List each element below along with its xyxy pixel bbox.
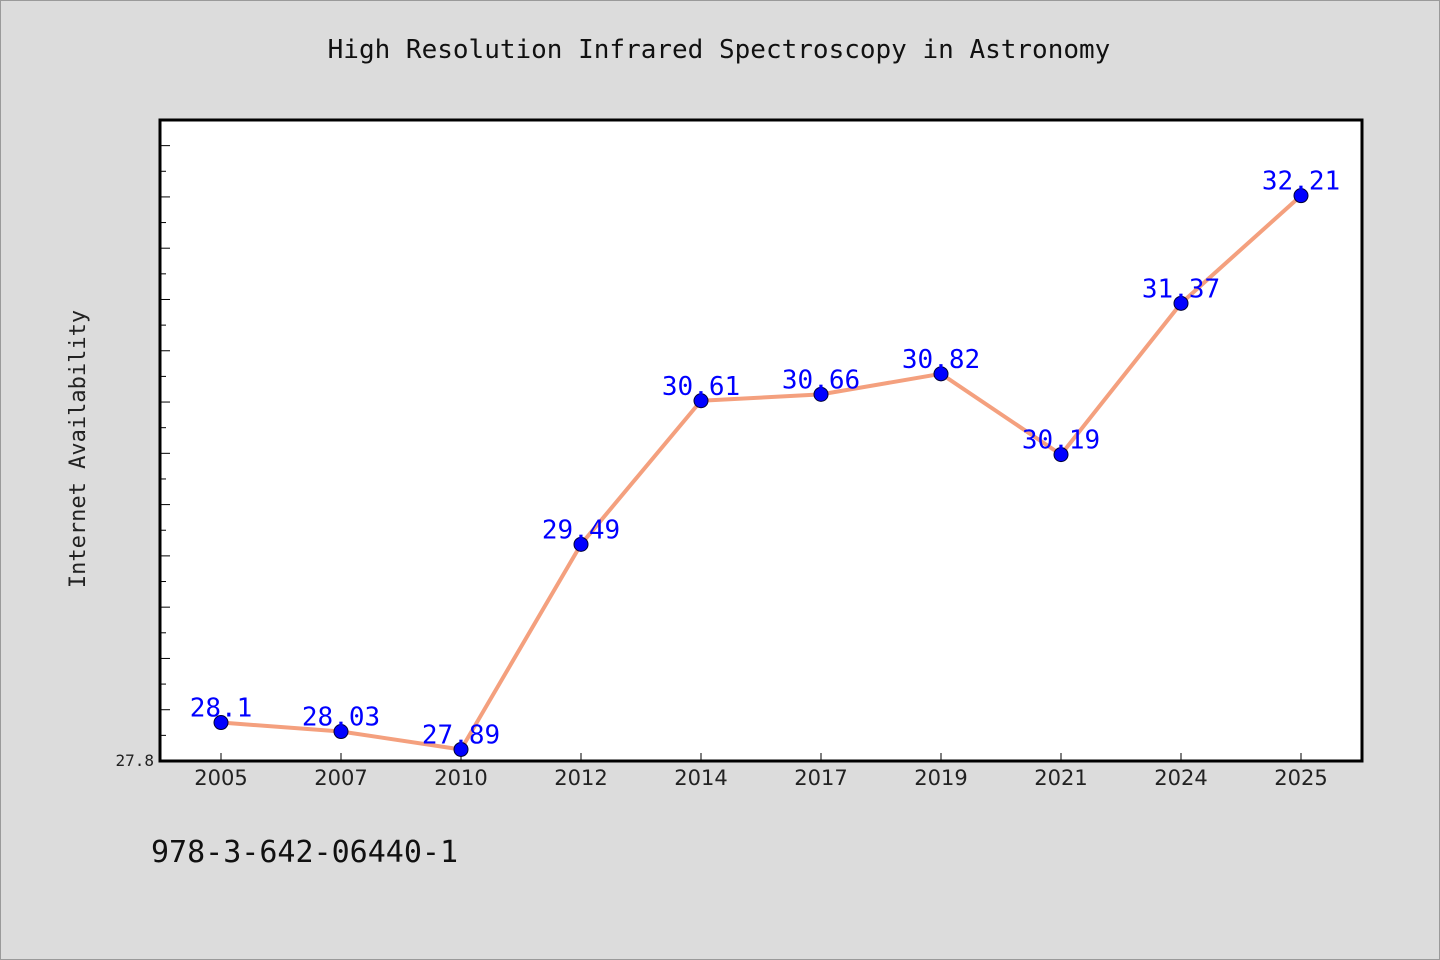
data-label: 28.1 [190, 694, 253, 724]
data-label: 28.03 [302, 703, 380, 733]
data-point [333, 724, 349, 740]
data-point [693, 393, 709, 409]
data-point [933, 366, 949, 382]
y-axis-ticks [160, 119, 170, 762]
data-markers [213, 188, 1309, 757]
data-label: 31.37 [1142, 274, 1220, 304]
series-line [219, 193, 1303, 752]
x-tick-label: 2010 [434, 766, 487, 790]
chart-title: High Resolution Infrared Spectroscopy in… [327, 35, 1111, 65]
data-label: 30.66 [782, 365, 860, 395]
x-tick-label: 2025 [1274, 766, 1327, 790]
data-point [813, 386, 829, 402]
x-tick-label: 2014 [674, 766, 727, 790]
x-axis-ticks [220, 753, 1302, 761]
x-tick-label: 2017 [794, 766, 847, 790]
series-lines [219, 193, 1303, 752]
x-tick-label: 2024 [1154, 766, 1207, 790]
y-axis-label: Internet Availability [66, 310, 91, 588]
data-label: 30.82 [902, 345, 980, 375]
data-label: 29.49 [542, 515, 620, 545]
data-label: 32.21 [1262, 167, 1340, 197]
data-point [1053, 447, 1069, 463]
data-point [1173, 295, 1189, 311]
plot-area [158, 118, 1364, 763]
data-point [573, 536, 589, 552]
y-tick-label: 27.8 [115, 751, 154, 770]
y-axis-tick-labels: 27.8 [115, 751, 154, 770]
x-tick-label: 2012 [554, 766, 607, 790]
data-label: 27.89 [422, 720, 500, 750]
data-point [453, 741, 469, 757]
data-point [1293, 188, 1309, 204]
data-label: 30.61 [662, 372, 740, 402]
x-tick-label: 2007 [314, 766, 367, 790]
data-labels: 28.1 28.03 27.89 29.49 30.61 30.66 30.82 30.19 3… [190, 167, 1340, 751]
footer-note: 978-3-642-06440-1 [151, 835, 459, 870]
data-label: 30.19 [1022, 426, 1100, 456]
x-tick-label: 2021 [1034, 766, 1087, 790]
x-tick-label: 2005 [194, 766, 247, 790]
data-point [213, 715, 229, 731]
x-axis-tick-labels: 2005 2007 2010 2012 2014 2017 2019 2021 2024 2025 [194, 766, 1327, 790]
x-tick-label: 2019 [914, 766, 967, 790]
